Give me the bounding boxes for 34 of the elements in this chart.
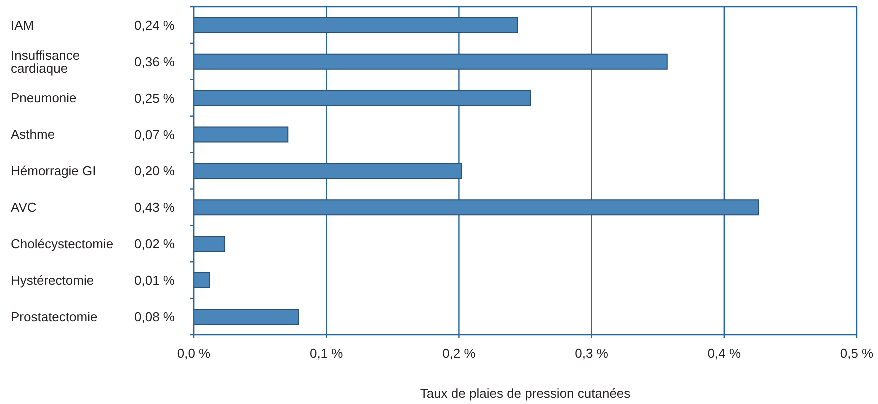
x-tick-label: 0,0 % — [177, 346, 212, 362]
data-label: 0,02 % — [134, 236, 176, 252]
y-tick-label: Asthme — [11, 127, 56, 142]
x-tick-label: 0,1 % — [310, 346, 344, 362]
x-tick-label: 0,4 % — [708, 346, 742, 362]
y-tick-label: Hystérectomie — [11, 272, 94, 288]
data-label: 0,24 % — [134, 18, 176, 33]
data-label: 0,07 % — [134, 127, 176, 142]
bar — [194, 90, 532, 106]
y-tick-label: IAM — [11, 18, 34, 33]
y-tick-label: Cholécystectomie — [11, 236, 114, 252]
x-tick-label: 0,2 % — [442, 346, 476, 362]
x-axis-title: Taux de plaies de pression cutanées — [420, 386, 632, 401]
data-label: 0,01 % — [134, 273, 176, 288]
bar — [194, 17, 518, 34]
data-label: 0,43 % — [134, 200, 176, 216]
y-tick-label: Prostatectomie — [11, 309, 98, 324]
bar — [194, 163, 462, 180]
x-tick-label: 0,3 % — [575, 346, 609, 362]
y-tick-label: Hémorragie GI — [11, 164, 96, 179]
y-tick-label: AVC — [11, 200, 37, 216]
y-tick-label: Pneumonie — [11, 90, 77, 106]
x-tick-label: 0,5 % — [840, 346, 874, 362]
bar — [194, 126, 289, 143]
data-label: 0,20 % — [134, 164, 176, 179]
bar — [194, 272, 210, 289]
data-label: 0,36 % — [134, 54, 176, 70]
bar — [194, 236, 225, 252]
y-tick-label: Insuffisance cardiaque — [11, 48, 80, 76]
data-label: 0,08 % — [134, 309, 176, 324]
data-label: 0,25 % — [134, 90, 176, 106]
bar — [194, 200, 760, 216]
bar — [194, 308, 300, 325]
bar — [194, 54, 668, 70]
